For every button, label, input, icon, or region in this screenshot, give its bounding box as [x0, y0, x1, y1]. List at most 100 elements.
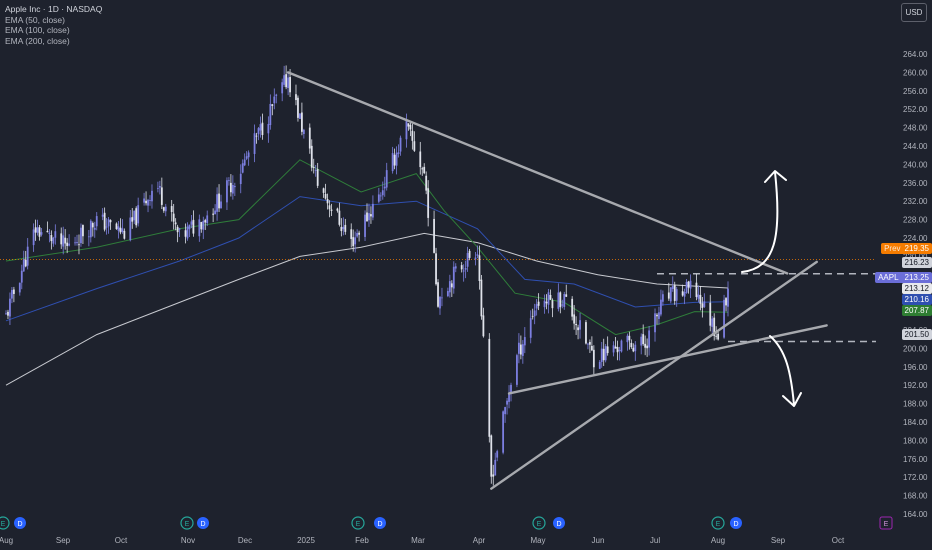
candle-body: [243, 159, 246, 166]
ema100-path: [5, 196, 729, 322]
candle-body: [490, 435, 493, 477]
symbol-title[interactable]: Apple Inc · 1D · NASDAQ: [5, 4, 103, 14]
legend-ema50[interactable]: EMA (50, close): [5, 14, 65, 25]
y-tick-label: 260.00: [903, 68, 928, 77]
candle-body: [411, 130, 414, 141]
candle-body: [448, 281, 451, 293]
arrow-down-icon[interactable]: [769, 335, 802, 407]
candle-body: [372, 203, 374, 218]
trendline[interactable]: [490, 260, 818, 490]
candle-body: [76, 242, 78, 244]
candle-body: [231, 184, 234, 194]
candle-body: [93, 227, 96, 230]
candle-body: [575, 324, 578, 326]
dividend-marker-icon[interactable]: [553, 517, 565, 529]
legend-ema200[interactable]: EMA (200, close): [5, 35, 70, 46]
candle-body: [504, 407, 506, 415]
time-axis[interactable]: Aug Sep Oct Nov Dec 2025 Feb Mar Apr May Jun Jul Aug…: [0, 536, 845, 545]
x-tick-label: Nov: [181, 536, 195, 545]
y-tick-label: 240.00: [903, 160, 928, 169]
trendlines[interactable]: [286, 71, 828, 490]
dividend-marker-icon[interactable]: [197, 517, 209, 529]
dividend-marker-icon[interactable]: [730, 517, 742, 529]
dividend-marker-label: D: [556, 521, 561, 528]
candle-body: [435, 253, 437, 285]
candle-body: [600, 348, 603, 362]
candle-body: [642, 334, 645, 345]
earnings-marker-icon[interactable]: [532, 516, 546, 530]
candle-body: [385, 170, 388, 188]
x-tick-label: Dec: [238, 536, 252, 545]
candle-body: [454, 266, 457, 269]
candle-body: [74, 242, 76, 244]
earnings-marker-icon[interactable]: [711, 516, 725, 530]
candle-body: [381, 190, 384, 196]
candle-body: [368, 213, 370, 221]
economic-events-icon[interactable]: [879, 516, 893, 530]
candle-body: [131, 217, 134, 222]
candle-body: [590, 345, 593, 351]
y-tick-label: 232.00: [903, 197, 928, 206]
earnings-marker-label: E: [537, 521, 542, 528]
candle-body: [192, 219, 195, 234]
candle-body: [358, 232, 361, 235]
prev-close-value: 219.35: [904, 244, 929, 253]
candle-body: [399, 137, 402, 152]
candle-body: [662, 294, 664, 302]
earnings-marker-icon[interactable]: [351, 516, 365, 530]
candle-body: [87, 236, 90, 238]
earnings-marker-icon[interactable]: [0, 516, 10, 530]
candle-body: [218, 193, 220, 209]
dividend-marker-label: D: [733, 521, 738, 528]
candle-body: [681, 291, 684, 296]
candle-body: [101, 214, 104, 217]
candle-body: [506, 400, 508, 405]
candle-body: [170, 206, 173, 213]
candle-body: [119, 227, 122, 233]
candle-body: [551, 300, 554, 309]
candle-body: [364, 214, 366, 237]
legend-ema100[interactable]: EMA (100, close): [5, 25, 70, 35]
dividend-marker-icon[interactable]: [374, 517, 386, 529]
candle-body: [80, 227, 82, 244]
candle-body: [409, 124, 412, 130]
dividend-marker-icon[interactable]: [14, 517, 26, 529]
candle-body: [419, 151, 422, 168]
candle-body: [630, 342, 633, 348]
candle-body: [149, 200, 151, 201]
candle-body: [510, 384, 512, 394]
candle-body: [273, 96, 276, 104]
candle-body: [62, 235, 65, 247]
earnings-marker-label: E: [185, 521, 190, 528]
candle-body: [709, 302, 712, 326]
x-tick-label: Aug: [0, 536, 13, 545]
event-markers[interactable]: DE E D E D E D E D E: [0, 516, 893, 530]
candle-body: [281, 82, 284, 94]
currency-button[interactable]: USD: [901, 3, 927, 22]
x-tick-label: Jul: [650, 536, 660, 545]
candle-body: [117, 226, 120, 231]
arrow-up-icon[interactable]: [741, 170, 787, 273]
candle-body: [206, 215, 209, 224]
candle-body: [174, 222, 177, 225]
candle-body: [9, 298, 11, 317]
ema100-tag: 210.16: [901, 294, 932, 305]
candle-body: [269, 103, 272, 126]
candle-body: [496, 451, 499, 458]
candle-body: [123, 230, 126, 239]
x-tick-label: Jun: [592, 536, 605, 545]
trendline[interactable]: [286, 71, 789, 275]
candle-body: [648, 330, 650, 348]
earnings-marker-icon[interactable]: [180, 516, 194, 530]
y-tick-label: 188.00: [903, 400, 928, 409]
candle-body: [585, 322, 587, 344]
candle-body: [563, 293, 566, 307]
dividend-marker-label: D: [377, 521, 382, 528]
candle-body: [322, 188, 325, 193]
candle-body: [632, 347, 635, 352]
candle-body: [616, 346, 619, 353]
ema200-tag: 213.12: [901, 283, 932, 294]
candle-body: [480, 279, 483, 317]
trendline[interactable]: [507, 324, 828, 395]
